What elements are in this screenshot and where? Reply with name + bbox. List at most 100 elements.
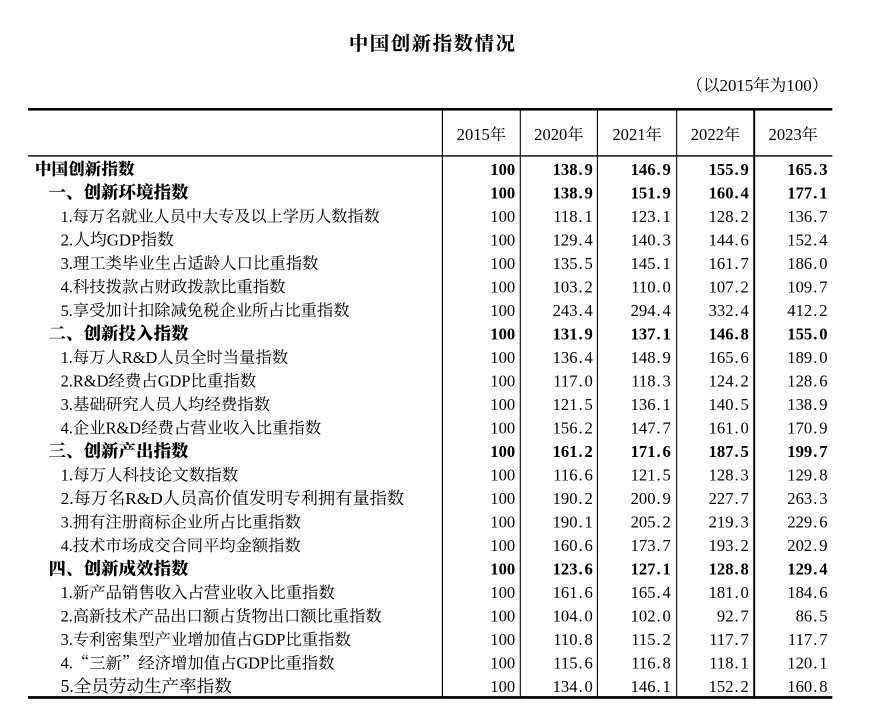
svg-text:155: 155	[787, 324, 812, 343]
svg-text:3: 3	[663, 230, 671, 249]
svg-text:107: 107	[709, 277, 734, 296]
svg-text:229: 229	[787, 513, 812, 532]
svg-text:152: 152	[709, 677, 734, 696]
svg-text:.: .	[657, 560, 661, 579]
svg-text:3: 3	[741, 513, 749, 532]
svg-text:.: .	[579, 395, 583, 414]
svg-text:100: 100	[490, 324, 515, 343]
svg-text:129: 129	[787, 466, 812, 485]
svg-text:.: .	[813, 442, 817, 461]
svg-text:6: 6	[819, 371, 827, 390]
svg-text:4: 4	[585, 348, 594, 367]
svg-text:.: .	[813, 513, 817, 532]
svg-text:100: 100	[490, 466, 515, 485]
svg-text:4: 4	[585, 301, 594, 320]
svg-text:160: 160	[553, 536, 578, 555]
svg-text:156: 156	[553, 419, 578, 438]
svg-text:.: .	[813, 395, 817, 414]
svg-text:.: .	[579, 560, 583, 579]
svg-text:9: 9	[663, 489, 671, 508]
svg-text:.: .	[735, 324, 739, 343]
svg-text:.: .	[579, 348, 583, 367]
svg-text:2015: 2015	[457, 125, 490, 144]
svg-text:7: 7	[819, 277, 827, 296]
svg-text:.: .	[735, 277, 739, 296]
svg-text:144: 144	[709, 230, 735, 249]
svg-text:1: 1	[741, 654, 749, 673]
svg-text:.: .	[735, 348, 739, 367]
svg-text:147: 147	[631, 419, 656, 438]
svg-text:100: 100	[490, 183, 515, 202]
svg-text:205: 205	[631, 513, 656, 532]
svg-text:.: .	[813, 607, 817, 626]
svg-text:.: .	[579, 277, 583, 296]
svg-text:R&D: R&D	[125, 489, 162, 508]
svg-text:100: 100	[490, 419, 515, 438]
svg-text:138: 138	[553, 160, 578, 179]
svg-text:3.: 3.	[61, 395, 73, 414]
svg-text:.: .	[813, 348, 817, 367]
svg-text:5: 5	[585, 254, 593, 273]
svg-text:.: .	[579, 207, 583, 226]
svg-text:148: 148	[631, 348, 656, 367]
svg-text:.: .	[579, 630, 583, 649]
svg-text:2015: 2015	[720, 76, 754, 95]
svg-text:0: 0	[663, 607, 671, 626]
svg-text:8: 8	[741, 324, 749, 343]
svg-text:.: .	[735, 207, 739, 226]
svg-text:6: 6	[585, 560, 593, 579]
svg-text:.: .	[579, 160, 583, 179]
svg-text:.: .	[657, 654, 661, 673]
svg-text:181: 181	[709, 583, 734, 602]
svg-text:6: 6	[585, 583, 593, 602]
svg-text:6: 6	[585, 654, 593, 673]
svg-text:GDP: GDP	[253, 630, 286, 649]
svg-text:100: 100	[490, 301, 515, 320]
svg-text:1: 1	[663, 254, 671, 273]
svg-text:4: 4	[741, 183, 749, 202]
svg-text:.: .	[735, 607, 739, 626]
svg-text:9: 9	[819, 536, 827, 555]
svg-text:9: 9	[663, 160, 671, 179]
svg-text:1: 1	[663, 207, 671, 226]
svg-text:100: 100	[490, 371, 515, 390]
svg-text:161: 161	[709, 254, 734, 273]
svg-text:0: 0	[819, 348, 827, 367]
svg-text:.: .	[813, 230, 817, 249]
svg-text:1: 1	[585, 207, 593, 226]
svg-text:.: .	[735, 583, 739, 602]
svg-text:0: 0	[585, 607, 593, 626]
svg-text:4: 4	[741, 301, 750, 320]
svg-text:121: 121	[631, 466, 656, 485]
svg-text:7: 7	[741, 254, 749, 273]
svg-text:127: 127	[631, 560, 656, 579]
svg-text:.: .	[657, 442, 661, 461]
svg-text:227: 227	[709, 489, 734, 508]
svg-text:152: 152	[787, 230, 812, 249]
svg-text:.: .	[813, 254, 817, 273]
svg-text:.: .	[657, 254, 661, 273]
svg-text:7: 7	[819, 630, 827, 649]
svg-text:117: 117	[788, 630, 812, 649]
svg-text:.: .	[579, 254, 583, 273]
svg-text:200: 200	[631, 489, 656, 508]
svg-text:2: 2	[741, 677, 749, 696]
svg-text:1: 1	[819, 654, 827, 673]
svg-text:.: .	[579, 607, 583, 626]
svg-text:8: 8	[741, 560, 749, 579]
svg-text:.: .	[579, 536, 583, 555]
svg-text:.: .	[657, 607, 661, 626]
svg-text:100: 100	[490, 230, 515, 249]
svg-text:1.: 1.	[61, 466, 73, 485]
svg-text:165: 165	[709, 348, 734, 367]
svg-text:.: .	[579, 654, 583, 673]
svg-text:3: 3	[819, 489, 827, 508]
svg-text:.: .	[735, 419, 739, 438]
svg-text:2: 2	[663, 630, 671, 649]
svg-text:1: 1	[663, 324, 671, 343]
svg-text:146: 146	[631, 160, 656, 179]
svg-text:1: 1	[585, 513, 593, 532]
svg-text:332: 332	[709, 301, 734, 320]
svg-text:136: 136	[787, 207, 812, 226]
svg-text:.: .	[657, 630, 661, 649]
